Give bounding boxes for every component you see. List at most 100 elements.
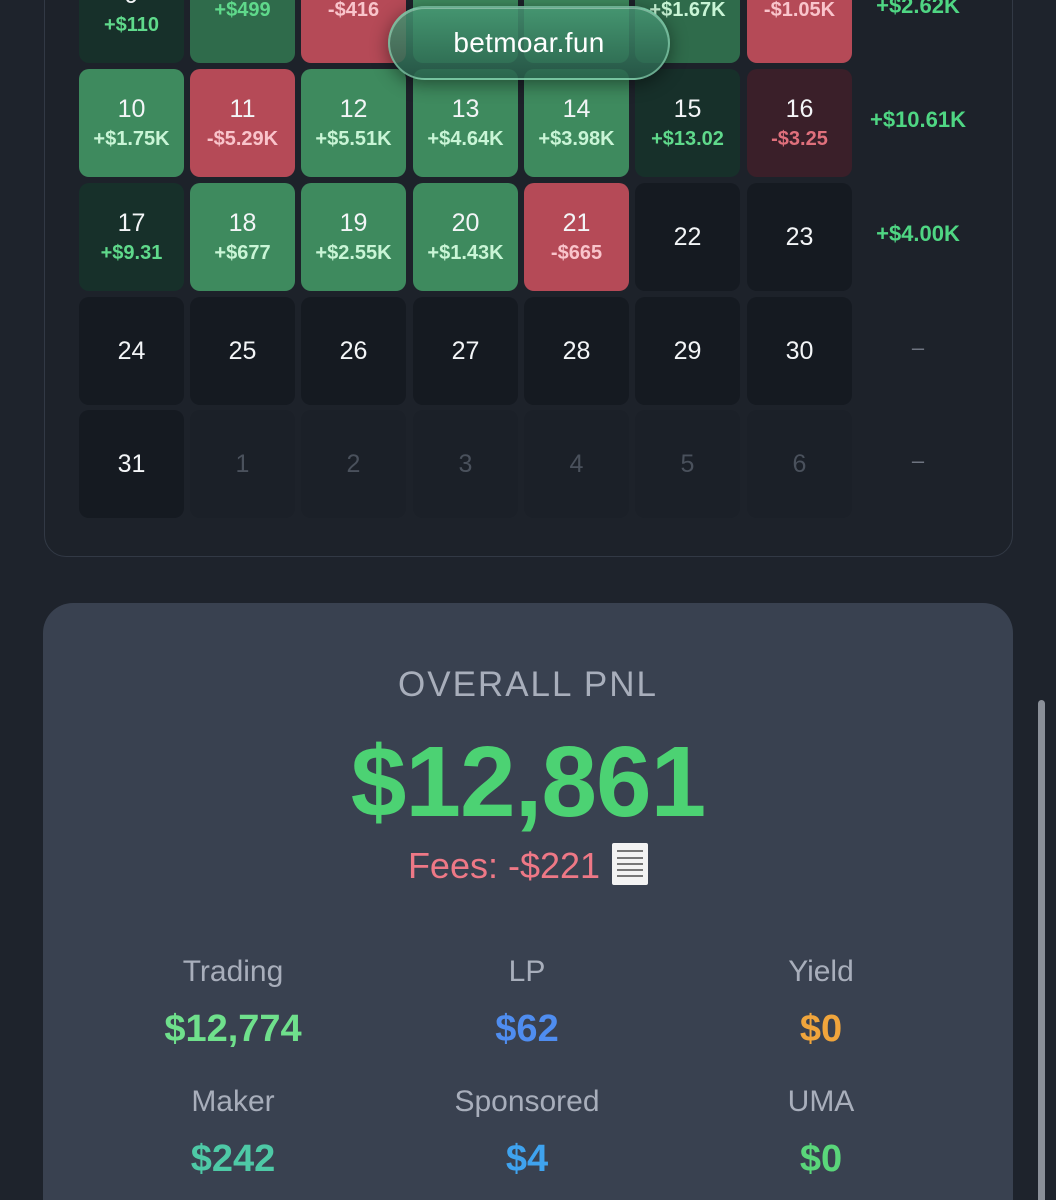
stat-value-yield: $0 [799,1008,843,1050]
day-pnl: +$13.02 [651,128,724,150]
day-pnl: +$1.75K [93,128,170,150]
calendar-day-cell[interactable]: 31 [79,410,184,518]
site-pill-label: betmoar.fun [453,27,605,58]
calendar-day-cell[interactable]: -$1.05K [747,0,852,63]
calendar-day-cell[interactable]: 26 [301,297,406,405]
day-number: 17 [117,209,146,237]
week-total: +$10.61K [869,107,967,132]
receipt-icon [612,843,649,886]
calendar-day-cell[interactable]: 24 [79,297,184,405]
calendar-day-cell[interactable]: 3 [413,410,518,518]
day-pnl: -$1.05K [763,0,836,21]
day-number: 11 [229,95,256,123]
day-number: 29 [673,337,702,365]
day-number: 13 [451,95,480,123]
calendar-day-cell[interactable]: 21 -$665 [524,183,629,291]
day-pnl: -$3.25 [771,128,828,150]
day-pnl: -$5.29K [206,128,279,150]
week-total: – [911,335,925,360]
day-pnl: +$677 [214,242,271,264]
calendar-day-cell[interactable]: 11 -$5.29K [190,69,295,177]
day-pnl: +$5.51K [315,128,392,150]
week-total: – [911,448,925,473]
calendar-day-cell[interactable]: 20 +$1.43K [413,183,518,291]
overall-pnl-value: $12,861 [350,726,706,838]
day-number: 1 [235,450,250,478]
day-pnl: +$2.55K [315,242,392,264]
calendar-day-cell[interactable]: 14 +$3.98K [524,69,629,177]
day-number: 28 [562,337,591,365]
day-number: 23 [785,223,814,251]
day-number: 19 [339,209,368,237]
day-number: 15 [673,95,702,123]
stat-label-uma: UMA [787,1085,855,1118]
stat-label-trading: Trading [182,955,284,988]
day-pnl: +$4.64K [427,128,504,150]
day-number: 14 [562,95,591,123]
day-pnl: -$416 [327,0,380,21]
day-number: 31 [117,450,146,478]
day-pnl: +$3.98K [538,128,615,150]
day-number: 6 [792,450,807,478]
calendar-day-cell[interactable]: 29 [635,297,740,405]
day-number: 2 [346,450,361,478]
calendar-day-cell[interactable]: 23 [747,183,852,291]
day-number: 5 [680,450,695,478]
stat-value-uma: $0 [799,1138,843,1180]
calendar-day-cell[interactable]: 9 +$110 [79,0,184,63]
stat-label-maker: Maker [191,1085,275,1118]
stat-value-sponsored: $4 [505,1138,549,1180]
calendar-day-cell[interactable]: 28 [524,297,629,405]
week-total: +$4.00K [876,221,960,246]
day-number: 20 [451,209,480,237]
overall-pnl-card: OVERALL PNL $12,861 Fees: -$221 Trading … [43,603,1013,1200]
stat-label-yield: Yield [788,955,854,988]
day-number: 18 [228,209,257,237]
calendar-day-cell[interactable]: 6 [747,410,852,518]
day-number: 9 [125,0,139,10]
day-number: 25 [228,337,257,365]
day-number: 10 [117,95,146,123]
calendar-day-cell[interactable]: 30 [747,297,852,405]
day-number: 4 [569,450,584,478]
day-number: 21 [562,209,591,237]
calendar-day-cell[interactable]: 1 [190,410,295,518]
day-number: 12 [339,95,368,123]
calendar-day-cell[interactable]: 16 -$3.25 [747,69,852,177]
scrollbar[interactable] [1038,700,1045,1200]
day-pnl: +$9.31 [100,242,163,264]
calendar-day-cell[interactable]: 15 +$13.02 [635,69,740,177]
calendar-day-cell[interactable]: 19 +$2.55K [301,183,406,291]
calendar-day-cell[interactable]: 5 [635,410,740,518]
fees-text: Fees: -$221 [407,845,601,886]
stat-label-sponsored: Sponsored [454,1085,600,1118]
stat-label-lp: LP [508,955,546,988]
day-number: 3 [458,450,473,478]
calendar-day-cell[interactable]: 25 [190,297,295,405]
calendar-day-cell[interactable]: 12 +$5.51K [301,69,406,177]
day-number: 26 [339,337,368,365]
day-number: 27 [451,337,480,365]
calendar-day-cell[interactable]: 2 [301,410,406,518]
day-pnl: +$1.43K [427,242,504,264]
day-pnl: +$499 [214,0,271,21]
day-pnl: +$1.67K [649,0,726,21]
week-total: +$2.62K [876,0,960,18]
calendar-day-cell[interactable]: +$499 [190,0,295,63]
overall-pnl-title: OVERALL PNL [398,665,658,704]
day-number: 22 [673,223,702,251]
calendar-day-cell[interactable]: 17 +$9.31 [79,183,184,291]
calendar-day-cell[interactable]: 27 [413,297,518,405]
stat-value-lp: $62 [495,1008,559,1050]
calendar-day-cell[interactable]: 18 +$677 [190,183,295,291]
calendar-day-cell[interactable]: 22 [635,183,740,291]
calendar-day-cell[interactable]: 13 +$4.64K [413,69,518,177]
day-pnl: +$110 [103,14,160,36]
fees-row: Fees: -$221 [43,843,1013,889]
calendar-day-cell[interactable]: 4 [524,410,629,518]
stat-value-maker: $242 [190,1138,276,1180]
stat-value-trading: $12,774 [164,1008,302,1050]
calendar-day-cell[interactable]: 10 +$1.75K [79,69,184,177]
site-pill[interactable]: betmoar.fun [388,6,670,80]
